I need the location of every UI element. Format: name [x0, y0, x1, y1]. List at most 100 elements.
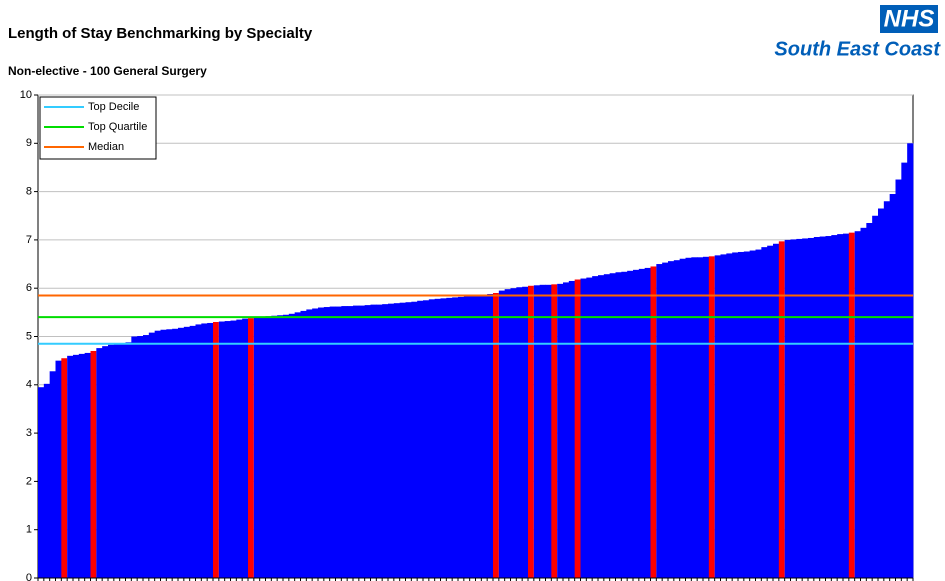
bar — [738, 251, 745, 578]
bar — [288, 313, 296, 578]
bar — [405, 302, 412, 578]
legend-label: Median — [88, 141, 124, 153]
bar — [685, 257, 692, 578]
bar — [125, 342, 132, 578]
bar — [67, 355, 74, 578]
bar — [586, 277, 593, 578]
bar — [883, 201, 891, 578]
bar — [475, 295, 482, 578]
bar — [854, 231, 861, 578]
logo-text: South East Coast — [774, 38, 941, 60]
legend-label: Top Decile — [88, 101, 139, 113]
bar — [539, 284, 546, 578]
bar — [901, 162, 908, 578]
bar — [627, 270, 634, 578]
bar — [563, 282, 570, 578]
bar — [73, 354, 80, 578]
bar — [201, 323, 208, 578]
bar — [749, 250, 756, 578]
bar — [469, 295, 476, 578]
bar — [399, 302, 406, 578]
bar — [545, 284, 552, 578]
bar — [481, 294, 488, 578]
y-tick-label: 5 — [26, 330, 32, 342]
bar — [860, 227, 867, 578]
bar — [417, 300, 424, 578]
bar — [633, 269, 640, 578]
bar — [38, 387, 45, 578]
bar — [242, 318, 249, 578]
bar — [143, 335, 150, 578]
bar — [568, 280, 576, 578]
bar — [668, 261, 675, 578]
bar — [108, 344, 115, 578]
bar — [650, 266, 657, 578]
bar — [732, 252, 739, 578]
bar — [213, 322, 219, 578]
legend-label: Top Quartile — [88, 121, 147, 133]
bar — [96, 348, 103, 578]
bar — [621, 271, 628, 578]
bar — [160, 329, 167, 578]
bar — [580, 278, 587, 578]
bar — [119, 343, 126, 578]
bar — [551, 284, 558, 578]
bar — [644, 267, 651, 578]
bar — [131, 336, 138, 578]
bar — [218, 321, 226, 578]
bar — [458, 296, 465, 578]
bar — [504, 289, 511, 578]
bar — [300, 310, 307, 578]
bar — [382, 304, 389, 578]
bar — [574, 279, 581, 578]
bar — [440, 298, 447, 578]
bar — [265, 316, 272, 578]
bar — [318, 307, 325, 578]
y-tick-label: 3 — [26, 427, 32, 439]
chart-subtitle: Non-elective - 100 General Surgery — [8, 64, 207, 78]
bar — [907, 143, 914, 579]
bar — [843, 233, 850, 578]
bar — [353, 305, 360, 578]
bar — [463, 296, 471, 578]
bar — [510, 288, 517, 578]
bar — [452, 297, 459, 578]
bar — [137, 336, 144, 578]
bar — [697, 257, 704, 578]
bar — [358, 305, 366, 578]
bar — [446, 297, 453, 578]
bar — [679, 258, 686, 578]
bar — [533, 285, 541, 578]
bar — [878, 208, 885, 578]
bar — [487, 293, 494, 578]
bar — [248, 318, 254, 578]
bar — [370, 304, 377, 578]
bar — [808, 237, 815, 578]
bar — [341, 306, 348, 578]
bar — [603, 274, 611, 578]
bar — [889, 194, 896, 578]
bar — [516, 287, 523, 578]
bar — [813, 237, 821, 578]
bar — [230, 320, 237, 578]
bar — [720, 254, 727, 578]
bar — [802, 238, 809, 579]
bar — [703, 256, 710, 578]
bar — [172, 328, 179, 578]
bar — [329, 306, 336, 578]
bar — [609, 273, 616, 578]
y-tick-label: 10 — [20, 89, 32, 101]
y-tick-label: 6 — [26, 282, 32, 294]
y-tick-label: 1 — [26, 524, 32, 536]
bar — [113, 343, 121, 578]
bar — [312, 308, 319, 578]
bar — [522, 286, 529, 578]
bar — [557, 283, 564, 578]
y-tick-label: 9 — [26, 137, 32, 149]
bar — [294, 312, 301, 578]
y-tick-label: 0 — [26, 572, 32, 581]
bar — [825, 236, 832, 578]
bar — [831, 235, 838, 578]
